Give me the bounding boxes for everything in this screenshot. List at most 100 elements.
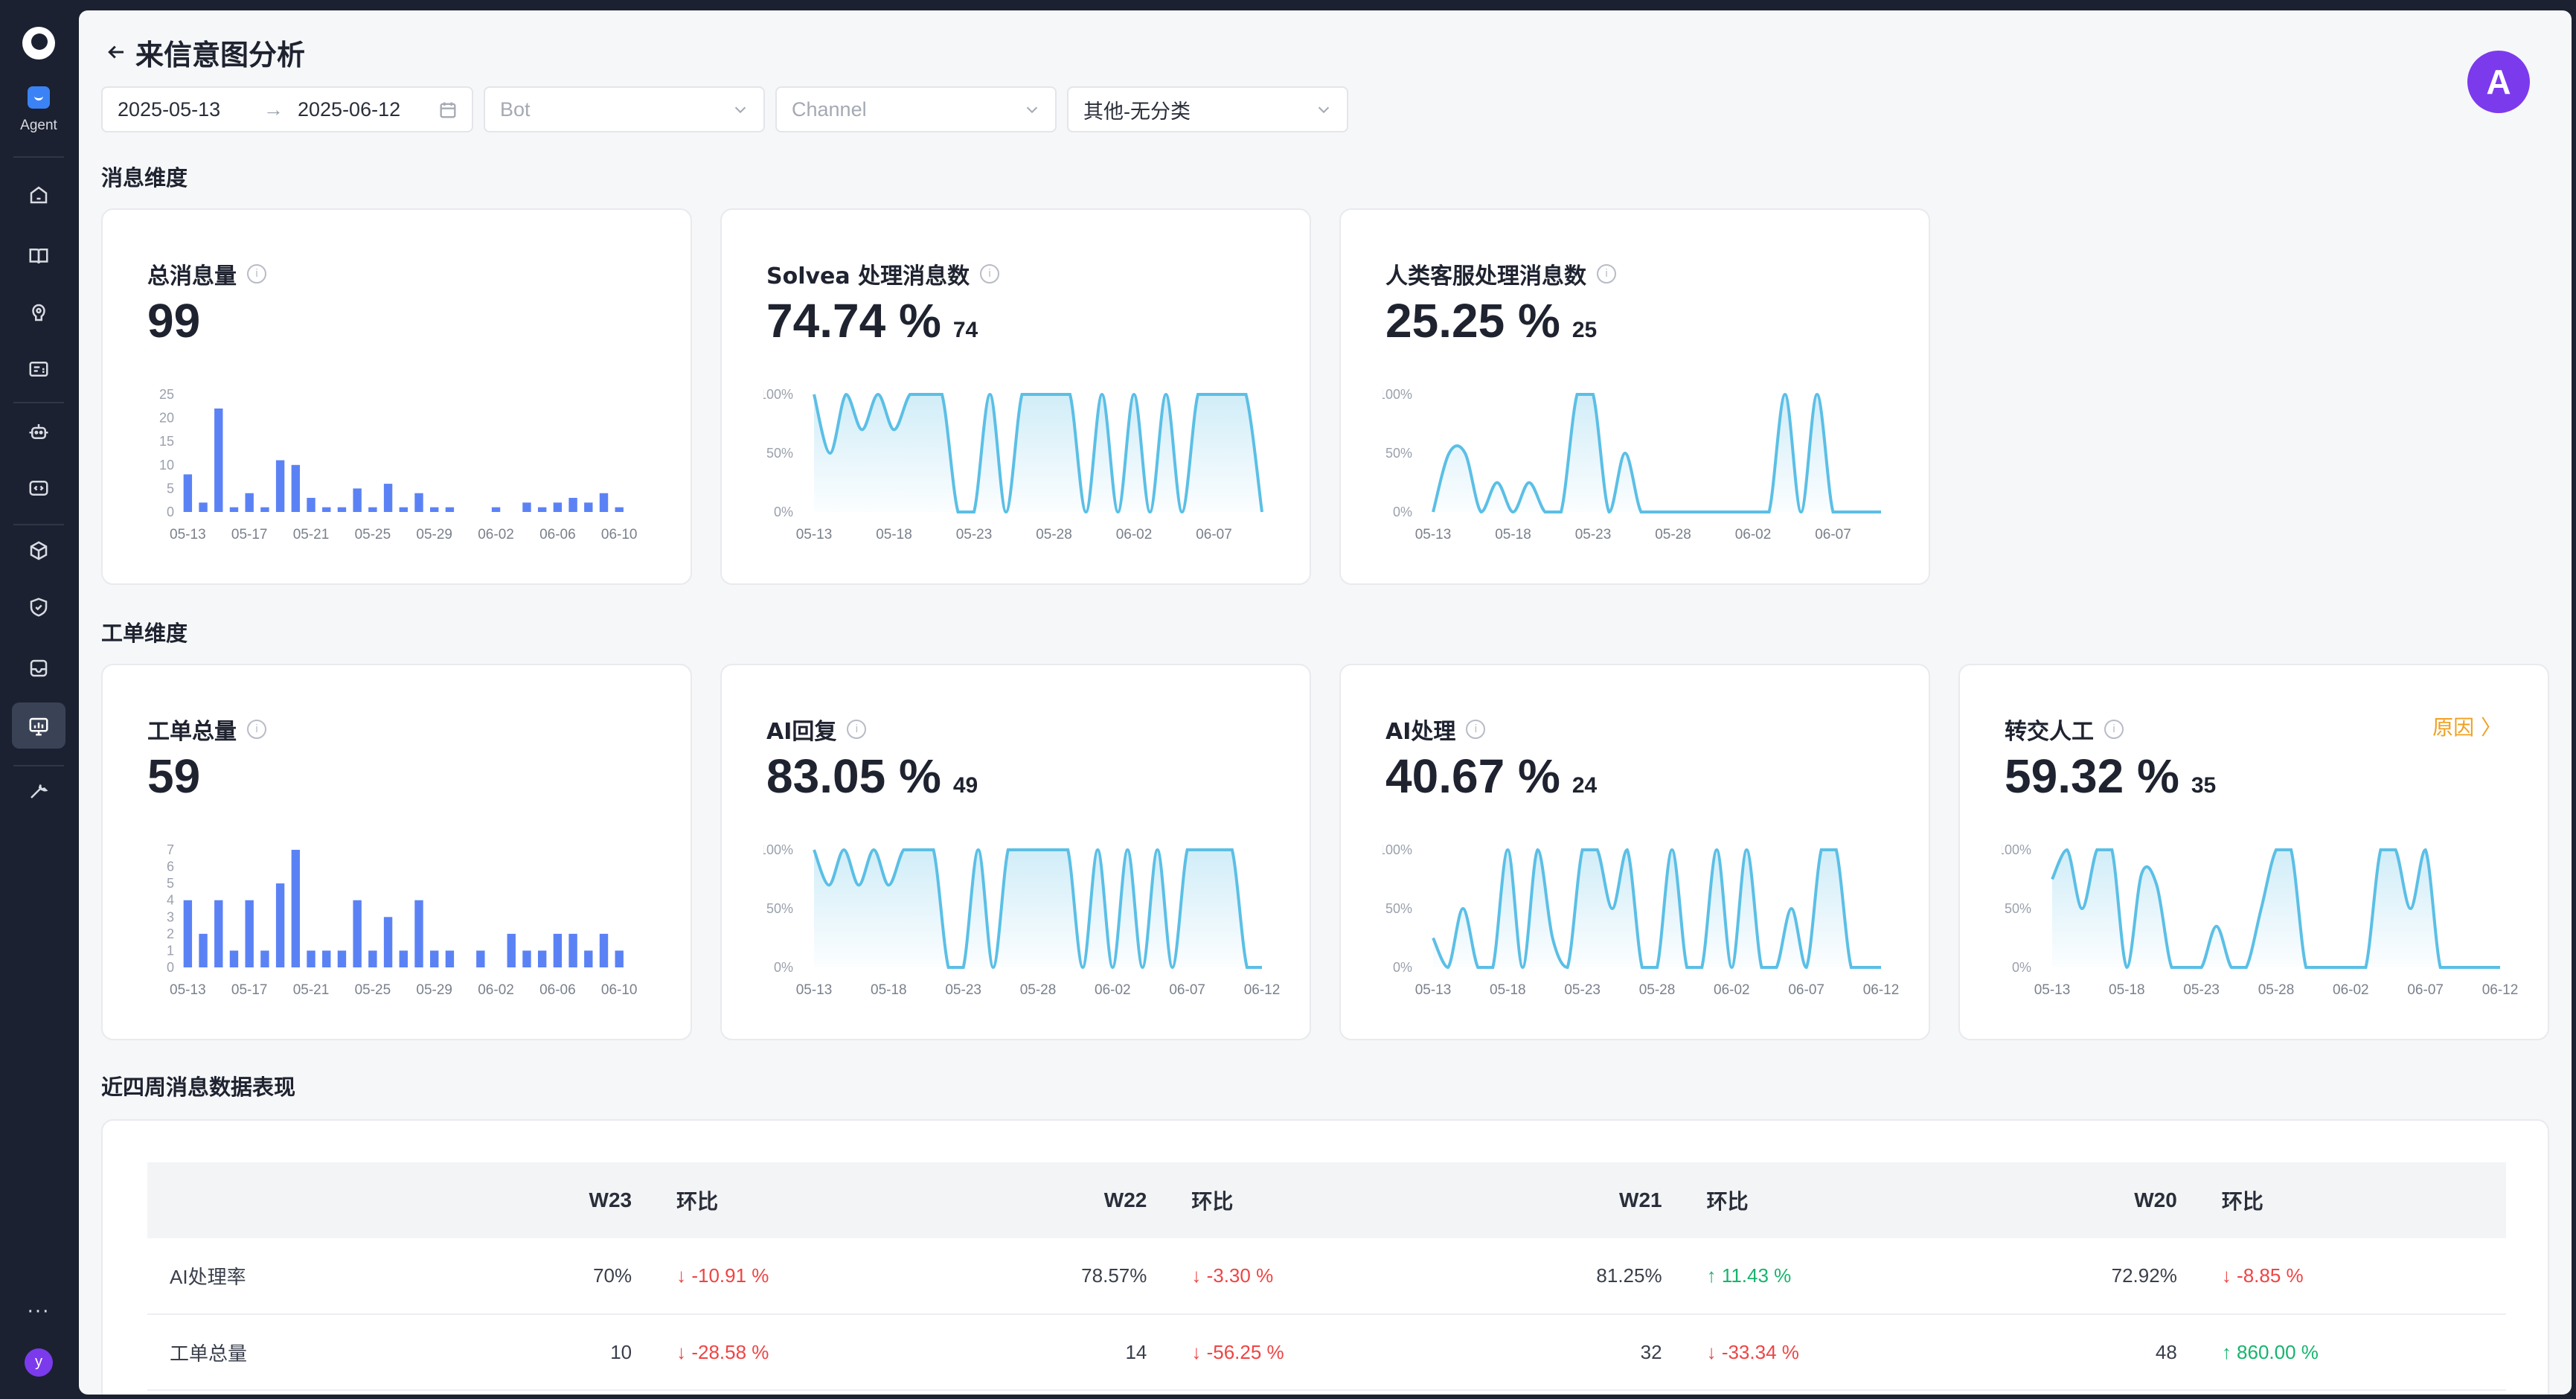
chart-bar[interactable] xyxy=(307,950,315,967)
chart-bar[interactable] xyxy=(599,493,609,512)
channel-select[interactable]: Channel xyxy=(775,86,1057,132)
chart-bar[interactable] xyxy=(553,933,563,967)
chart-bar[interactable] xyxy=(183,900,193,967)
chart-bar[interactable] xyxy=(568,498,577,512)
card-value: 99 xyxy=(147,293,200,348)
book-icon[interactable] xyxy=(27,244,51,268)
x-tick-label: 06-07 xyxy=(1196,527,1232,542)
chart-bar[interactable] xyxy=(584,502,593,512)
chart-bar[interactable] xyxy=(337,950,347,967)
y-tick-label: 50% xyxy=(2005,901,2031,916)
shield-icon[interactable] xyxy=(27,595,51,619)
robot-icon[interactable] xyxy=(27,420,51,444)
x-tick-label: 05-21 xyxy=(293,527,330,542)
brain-icon[interactable] xyxy=(27,301,51,324)
code-window-icon[interactable] xyxy=(27,476,51,500)
chart-bar[interactable] xyxy=(229,507,239,512)
chart-bar[interactable] xyxy=(275,883,285,967)
chart-bar[interactable] xyxy=(399,507,408,512)
chart-bar[interactable] xyxy=(260,950,269,967)
chart-bar[interactable] xyxy=(368,507,377,512)
chart-bar[interactable] xyxy=(537,950,547,967)
chart-line[interactable] xyxy=(1432,392,1881,514)
start-date[interactable]: 2025-05-13 xyxy=(118,97,221,121)
agent-icon[interactable] xyxy=(28,86,50,109)
agent-label[interactable]: Agent xyxy=(20,118,57,133)
chart-bar[interactable] xyxy=(430,507,439,512)
info-icon[interactable]: i xyxy=(1466,720,1486,739)
chart-bar[interactable] xyxy=(322,507,331,512)
chart-bar[interactable] xyxy=(383,917,393,967)
chart-line[interactable] xyxy=(1432,848,1881,970)
user-avatar[interactable]: y xyxy=(25,1348,53,1377)
bot-select[interactable]: Bot xyxy=(484,86,765,132)
info-icon[interactable]: i xyxy=(247,264,266,284)
chart-bar[interactable] xyxy=(229,950,239,967)
chart-bar[interactable] xyxy=(507,933,516,967)
chart-bar[interactable] xyxy=(199,933,208,967)
chart-bar[interactable] xyxy=(414,493,423,512)
account-avatar[interactable]: A xyxy=(2467,51,2530,113)
chart-bar[interactable] xyxy=(353,488,362,512)
category-select[interactable]: 其他-无分类 xyxy=(1067,86,1348,132)
chart-bar[interactable] xyxy=(214,900,223,967)
chart-bar[interactable] xyxy=(368,950,377,967)
inbox-icon[interactable] xyxy=(27,656,51,680)
chart-bar[interactable] xyxy=(307,498,315,512)
more-menu[interactable]: ··· xyxy=(27,1301,51,1323)
x-tick-label: 06-02 xyxy=(1735,527,1772,542)
chart-bar[interactable] xyxy=(430,950,439,967)
chart-bar[interactable] xyxy=(353,900,362,967)
chart-bar[interactable] xyxy=(275,460,285,512)
x-tick-label: 05-13 xyxy=(170,527,206,542)
chart-bar[interactable] xyxy=(214,408,223,512)
home-icon[interactable] xyxy=(27,183,51,207)
chart-line[interactable] xyxy=(813,392,1263,514)
chart-bar[interactable] xyxy=(445,507,455,512)
chart-bar[interactable] xyxy=(615,507,624,512)
chart-bar[interactable] xyxy=(383,484,393,512)
x-tick-label: 05-23 xyxy=(1575,527,1612,542)
x-tick-label: 06-02 xyxy=(2333,982,2369,998)
chart-bar[interactable] xyxy=(584,950,593,967)
chart-bar[interactable] xyxy=(291,850,301,967)
end-date[interactable]: 2025-06-12 xyxy=(298,97,401,121)
chart-bar[interactable] xyxy=(337,507,347,512)
chart-bar[interactable] xyxy=(537,507,547,512)
chart-bar[interactable] xyxy=(291,464,301,512)
chart-bar[interactable] xyxy=(615,950,624,967)
chart-line[interactable] xyxy=(813,848,1262,970)
calendar-icon[interactable] xyxy=(438,100,458,126)
back-arrow-icon[interactable] xyxy=(101,37,131,67)
logo-icon[interactable] xyxy=(22,27,55,60)
chart-bar[interactable] xyxy=(491,507,501,512)
cube-icon[interactable] xyxy=(27,539,51,563)
chart-bar[interactable] xyxy=(599,933,609,967)
chart-bar[interactable] xyxy=(414,900,423,967)
chart-bar[interactable] xyxy=(183,474,193,512)
chart-bar[interactable] xyxy=(199,502,208,512)
chart-bar[interactable] xyxy=(445,950,455,967)
chart-bar[interactable] xyxy=(522,502,531,512)
wrench-icon[interactable] xyxy=(27,778,51,802)
chart-bar[interactable] xyxy=(260,507,269,512)
chart-bar[interactable] xyxy=(245,493,254,512)
info-icon[interactable]: i xyxy=(847,720,867,739)
chart-bar[interactable] xyxy=(322,950,331,967)
ticket-icon[interactable] xyxy=(27,357,51,381)
chart-bar[interactable] xyxy=(476,950,485,967)
analytics-icon[interactable] xyxy=(27,714,51,738)
sidebar-divider xyxy=(13,156,64,158)
chart-bar[interactable] xyxy=(553,502,563,512)
chart-bar[interactable] xyxy=(245,900,254,967)
chart-bar[interactable] xyxy=(399,950,408,967)
info-icon[interactable]: i xyxy=(247,720,266,739)
chart-line[interactable] xyxy=(2051,848,2500,970)
info-icon[interactable]: i xyxy=(1597,264,1616,284)
chart-bar[interactable] xyxy=(522,950,531,967)
chart-bar[interactable] xyxy=(568,933,577,967)
info-icon[interactable]: i xyxy=(980,264,1000,284)
date-range-picker[interactable]: 2025-05-13 → 2025-06-12 xyxy=(101,86,473,132)
info-icon[interactable]: i xyxy=(2104,720,2124,739)
reason-link[interactable]: 原因 〉 xyxy=(2432,715,2502,740)
